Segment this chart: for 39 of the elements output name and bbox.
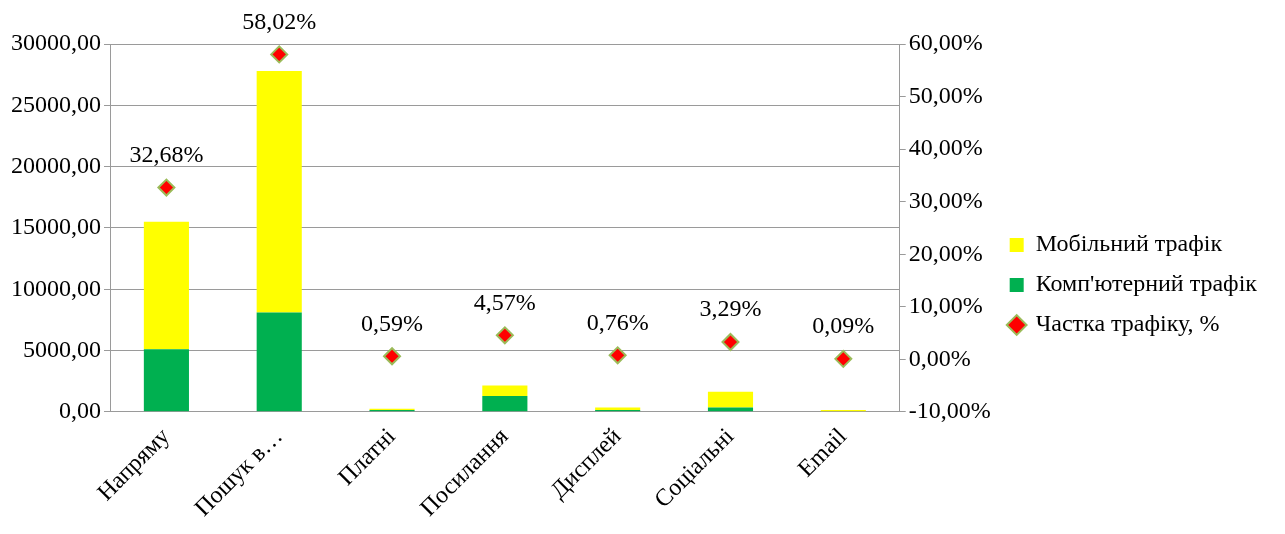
y2-tick-label: -10,00% (908, 397, 991, 424)
bar (482, 395, 528, 412)
data-label: 0,09% (812, 312, 875, 339)
y2-tick-label: 10,00% (908, 292, 983, 319)
point (383, 347, 402, 366)
y2-tick-label: 40,00% (908, 134, 983, 161)
data-label: 0,76% (586, 308, 649, 335)
legend-label: Мобільний трафік (1035, 230, 1223, 257)
bar (256, 70, 302, 313)
legend-label: Частка трафіку, % (1035, 310, 1220, 337)
y-tick-label: 20000,00 (11, 151, 101, 178)
point (608, 346, 627, 365)
y2-tick-label: 0,00% (908, 344, 971, 371)
y-tick-label: 25000,00 (11, 90, 101, 117)
y2-tick-label: 60,00% (908, 29, 983, 56)
bar (256, 312, 302, 412)
y-tick-label: 30000,00 (11, 29, 101, 56)
bar (143, 349, 189, 412)
data-label: 0,59% (361, 309, 424, 336)
data-label: 32,68% (129, 140, 204, 167)
y-tick-label: 10000,00 (11, 274, 101, 301)
y2-tick-label: 20,00% (908, 239, 983, 266)
point (495, 326, 514, 345)
bar (482, 385, 528, 396)
y2-tick-label: 30,00% (908, 186, 983, 213)
data-label: 58,02% (242, 7, 317, 34)
point (834, 349, 853, 368)
bar (707, 391, 754, 408)
y-tick-label: 0,00 (59, 397, 101, 424)
data-label: 3,29% (699, 295, 762, 322)
point (157, 178, 176, 197)
point (721, 333, 740, 352)
data-label: 4,57% (473, 288, 536, 315)
y-tick-label: 5000,00 (23, 335, 101, 362)
bar (143, 221, 189, 350)
legend-label: Комп'ютерний трафік (1035, 270, 1258, 297)
y-tick-label: 15000,00 (11, 213, 101, 240)
point (270, 45, 289, 64)
y2-tick-label: 50,00% (908, 81, 983, 108)
